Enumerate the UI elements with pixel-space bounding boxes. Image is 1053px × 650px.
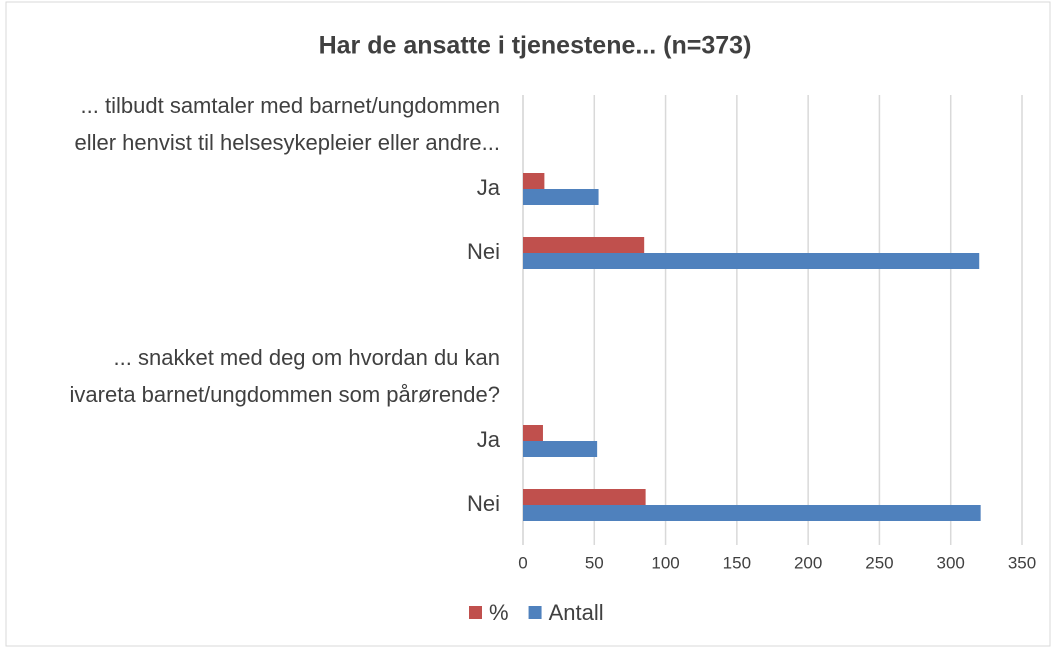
bar: [523, 425, 543, 441]
x-tick-label: 200: [794, 553, 822, 572]
legend-label: Antall: [549, 600, 604, 625]
x-tick-label: 100: [651, 553, 679, 572]
y-tick-label: Nei: [467, 239, 500, 264]
group-label: ... tilbudt samtaler med barnet/ungdomme…: [81, 93, 500, 118]
y-tick-label: Ja: [477, 427, 501, 452]
legend-label: %: [489, 600, 509, 625]
chart-title: Har de ansatte i tjenestene... (n=373): [319, 32, 752, 60]
legend-swatch: [469, 606, 482, 619]
bar: [523, 489, 646, 505]
bar: [523, 173, 545, 189]
bar: [523, 505, 981, 521]
group-label: ... snakket med deg om hvordan du kan: [114, 345, 500, 370]
group-label: ivareta barnet/ungdommen som pårørende?: [70, 382, 500, 407]
x-tick-label: 150: [723, 553, 751, 572]
bar: [523, 253, 980, 269]
bar: [523, 189, 599, 205]
chart-frame: [5, 1, 1051, 647]
bar: [523, 441, 598, 457]
group-label: eller henvist til helsesykepleier eller …: [74, 130, 500, 155]
x-tick-label: 250: [865, 553, 893, 572]
y-tick-label: Ja: [477, 175, 501, 200]
x-tick-label: 0: [518, 553, 527, 572]
x-tick-label: 350: [1008, 553, 1036, 572]
y-tick-label: Nei: [467, 491, 500, 516]
x-tick-label: 50: [585, 553, 604, 572]
bar: [523, 237, 645, 253]
legend-swatch: [528, 606, 542, 619]
x-tick-label: 300: [937, 553, 965, 572]
